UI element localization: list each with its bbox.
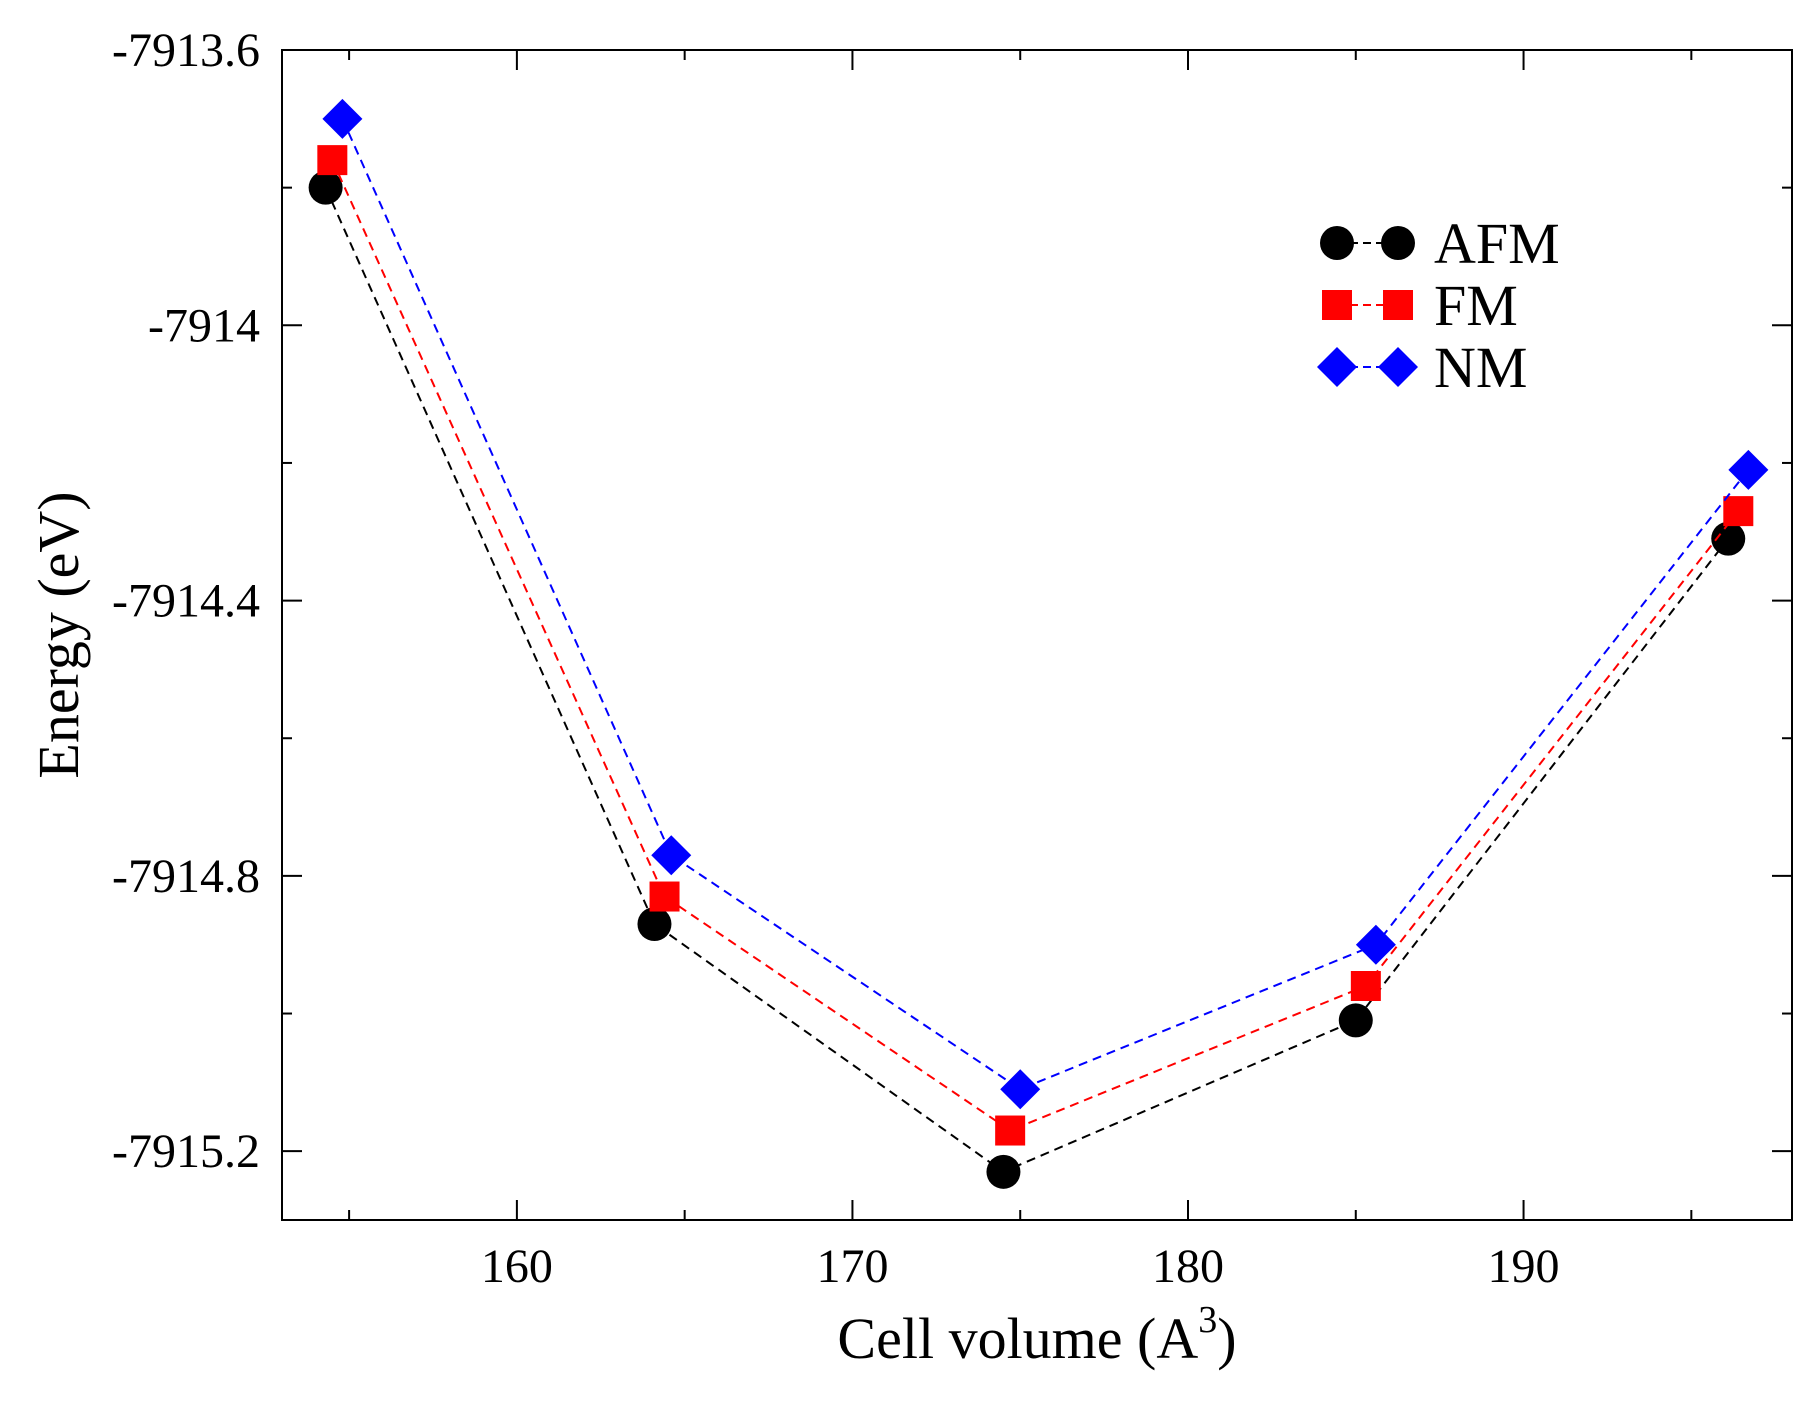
series-nm — [322, 98, 1769, 1110]
y-tick-label: -7915.2 — [112, 1125, 260, 1178]
x-tick-label: 190 — [1488, 1240, 1560, 1293]
series-afm — [308, 170, 1746, 1189]
legend-marker-afm — [1381, 226, 1415, 260]
data-point-afm — [637, 907, 672, 942]
series-fm — [317, 145, 1754, 1146]
data-point-fm — [649, 881, 680, 912]
x-tick-label: 170 — [816, 1240, 888, 1293]
legend-marker-fm — [1322, 290, 1352, 320]
y-tick-label: -7914.4 — [112, 575, 260, 628]
plot-frame — [281, 49, 1793, 1221]
data-point-afm — [1338, 1003, 1373, 1038]
legend-marker-nm — [1378, 347, 1418, 387]
data-point-nm — [1355, 924, 1396, 965]
data-point-fm — [1723, 496, 1754, 527]
data-point-nm — [1000, 1069, 1041, 1110]
legend-marker-afm — [1320, 226, 1354, 260]
x-tick-label: 180 — [1152, 1240, 1224, 1293]
data-point-afm — [986, 1154, 1021, 1189]
legend-item-nm: NM — [1317, 335, 1527, 400]
legend-marker-fm — [1383, 290, 1413, 320]
legend-item-afm: AFM — [1320, 211, 1560, 276]
y-tick-label: -7914 — [148, 299, 260, 352]
legend-label-fm: FM — [1434, 273, 1518, 338]
data-point-nm — [1728, 449, 1769, 490]
series-line-fm — [331, 159, 1740, 1132]
y-tick-label: -7913.6 — [112, 24, 260, 77]
legend-label-nm: NM — [1434, 335, 1527, 400]
x-axis-title-superscript: 3 — [1198, 1299, 1217, 1341]
x-axis-title-suffix: ) — [1217, 1306, 1236, 1371]
data-point-afm — [1711, 521, 1746, 556]
x-axis-title: Cell volume (A3) — [837, 1299, 1236, 1371]
data-point-afm — [308, 170, 343, 205]
data-point-nm — [651, 835, 692, 876]
legend-item-fm: FM — [1322, 273, 1518, 338]
legend-label-afm: AFM — [1434, 211, 1560, 276]
series-layer — [308, 98, 1769, 1189]
data-point-fm — [995, 1115, 1026, 1146]
x-axis-title-main: Cell volume (A — [837, 1306, 1198, 1371]
data-point-nm — [322, 98, 363, 139]
data-point-fm — [1350, 971, 1381, 1001]
y-tick-label: -7914.8 — [112, 850, 260, 903]
y-axis-title: Energy (eV) — [26, 491, 91, 778]
axis-ticks: 160 170 180 190 -7913.6 -7914 -7914.4 -7914.8 -7… — [112, 24, 1792, 1293]
data-point-fm — [317, 145, 348, 176]
legend-marker-nm — [1317, 347, 1357, 387]
x-tick-label: 160 — [481, 1240, 553, 1293]
